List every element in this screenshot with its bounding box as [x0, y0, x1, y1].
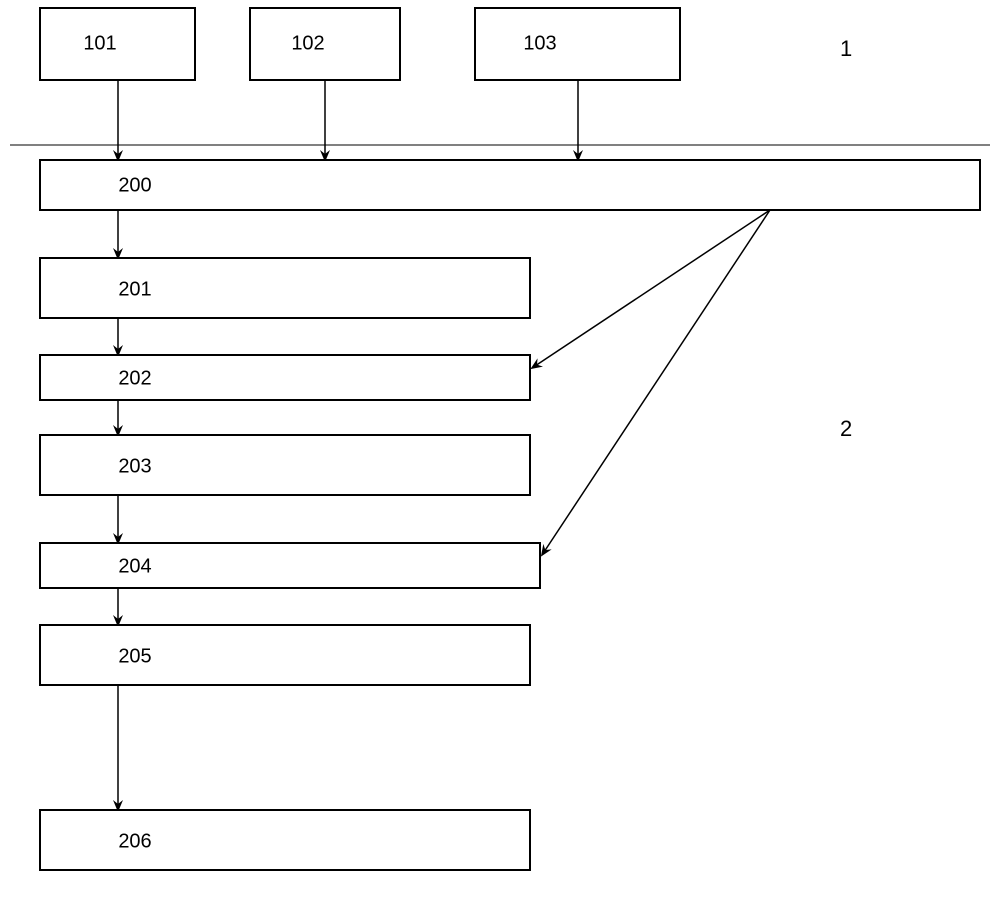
node-label-b102: 102 — [291, 32, 324, 54]
node-label-b206: 206 — [118, 830, 151, 852]
flowchart-diagram: 101 102 103 200 201 202 203 204 205 206 1 2 — [0, 0, 1000, 905]
region-2-label: 2 — [840, 416, 852, 441]
node-label-b203: 203 — [118, 455, 151, 477]
node-b102 — [250, 8, 400, 80]
node-label-b205: 205 — [118, 645, 151, 667]
node-b203 — [40, 435, 530, 495]
arrow-a200-204-diag — [542, 210, 770, 555]
node-b206 — [40, 810, 530, 870]
node-b200 — [40, 160, 980, 210]
node-b101 — [40, 8, 195, 80]
node-b103 — [475, 8, 680, 80]
arrow-a200-202-diag — [532, 210, 770, 368]
node-label-b204: 204 — [118, 555, 151, 577]
node-b205 — [40, 625, 530, 685]
node-b201 — [40, 258, 530, 318]
node-label-b202: 202 — [118, 367, 151, 389]
node-label-b103: 103 — [523, 32, 556, 54]
region-1-label: 1 — [840, 36, 852, 61]
node-b204 — [40, 543, 540, 588]
node-b202 — [40, 355, 530, 400]
node-label-b201: 201 — [118, 278, 151, 300]
node-label-b101: 101 — [83, 32, 116, 54]
node-label-b200: 200 — [118, 174, 151, 196]
